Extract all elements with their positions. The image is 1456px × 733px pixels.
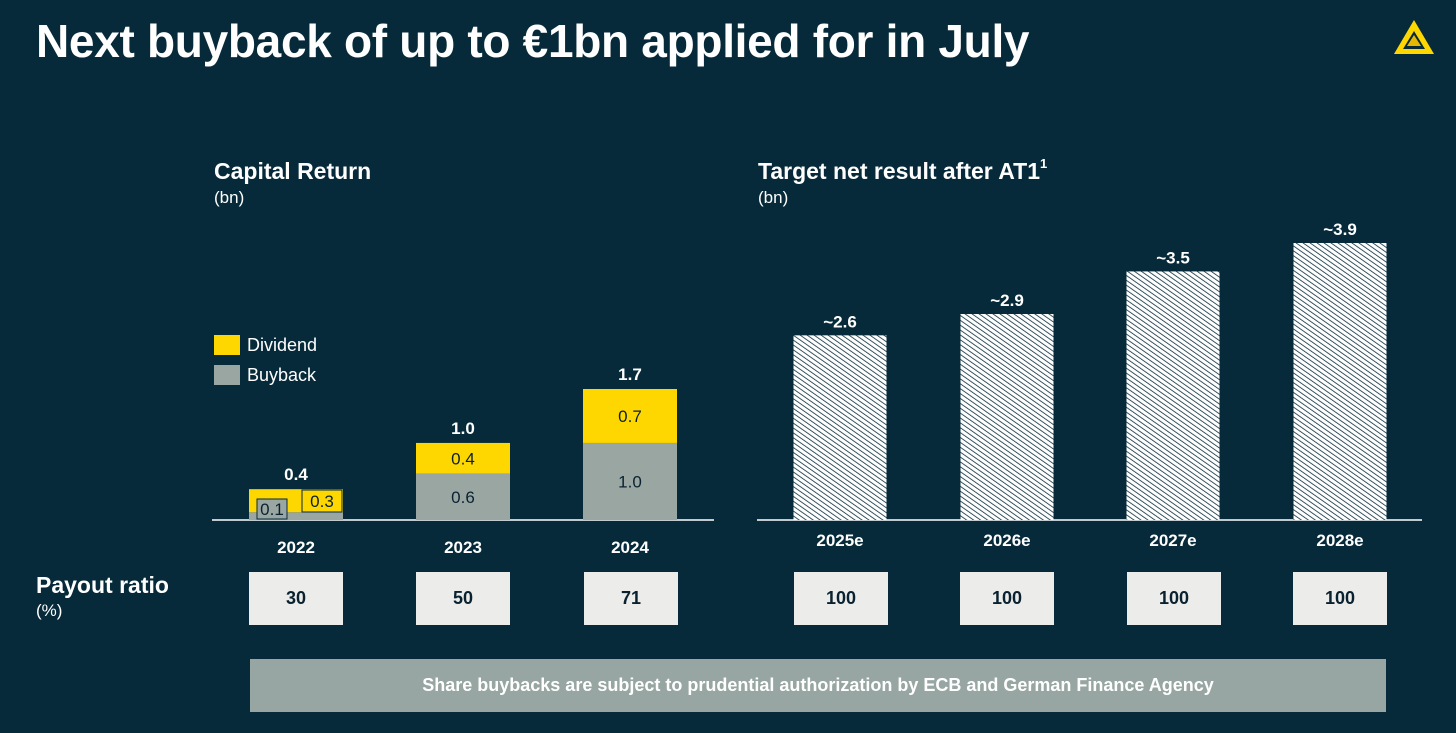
payout-box-2023: 50 xyxy=(416,572,510,625)
total-label-2023: 1.0 xyxy=(451,419,475,438)
payout-box-2022: 30 xyxy=(249,572,343,625)
capital-return-unit: (bn) xyxy=(214,188,245,207)
tick-label-2025e: 2025e xyxy=(816,531,863,550)
payout-box-2026e: 100 xyxy=(960,572,1054,625)
data-label-2027e: ~3.5 xyxy=(1156,248,1190,267)
bar-dividend-2023 xyxy=(416,442,510,474)
payout-box-2024: 71 xyxy=(584,572,678,625)
page-title: Next buyback of up to €1bn applied for i… xyxy=(36,15,1030,67)
data-label-buyback-2022: 0.1 xyxy=(260,500,284,519)
net-result-footnote: 1 xyxy=(1040,156,1048,171)
net-result-unit: (bn) xyxy=(758,188,789,207)
tick-label-2028e: 2028e xyxy=(1316,531,1363,550)
legend-item-dividend: Dividend xyxy=(214,330,317,360)
data-label-2028e: ~3.9 xyxy=(1323,220,1357,239)
capital-return-legend: Dividend Buyback xyxy=(214,330,317,390)
data-label-buyback-2024: 1.0 xyxy=(618,472,642,491)
payout-box-2027e: 100 xyxy=(1127,572,1221,625)
data-label-buyback-2023: 0.6 xyxy=(451,488,475,507)
bar-net-result-2027e xyxy=(1126,271,1220,520)
bar-buyback-2022 xyxy=(249,512,343,520)
payout-box-2028e: 100 xyxy=(1293,572,1387,625)
dividend-swatch xyxy=(214,335,240,355)
data-label-2025e: ~2.6 xyxy=(823,312,857,331)
bar-net-result-2028e xyxy=(1293,243,1387,520)
callout-dividend-2022 xyxy=(301,489,343,513)
data-label-2026e: ~2.9 xyxy=(990,291,1024,310)
tick-label-2026e: 2026e xyxy=(983,531,1030,550)
bar-buyback-2024 xyxy=(583,442,677,520)
payout-ratio-unit: (%) xyxy=(36,601,63,620)
total-label-2024: 1.7 xyxy=(618,365,642,384)
buyback-swatch xyxy=(214,365,240,385)
data-label-dividend-2022: 0.3 xyxy=(310,492,334,511)
bar-buyback-2023 xyxy=(416,473,510,520)
total-label-2022: 0.4 xyxy=(284,465,308,484)
payout-box-2025e: 100 xyxy=(794,572,888,625)
bar-net-result-2026e xyxy=(960,314,1054,520)
bar-dividend-2024 xyxy=(583,389,677,443)
tick-label-2024: 2024 xyxy=(611,538,649,557)
commerzbank-logo-icon xyxy=(1394,20,1434,54)
footer-note: Share buybacks are subject to prudential… xyxy=(250,659,1386,712)
data-label-dividend-2024: 0.7 xyxy=(618,407,642,426)
legend-label-dividend: Dividend xyxy=(247,334,318,355)
bar-net-result-2025e xyxy=(793,335,887,520)
data-label-dividend-2023: 0.4 xyxy=(451,449,475,468)
callout-buyback-2022 xyxy=(256,498,288,520)
tick-label-2023: 2023 xyxy=(444,538,482,557)
tick-label-2022: 2022 xyxy=(277,538,315,557)
tick-label-2027e: 2027e xyxy=(1149,531,1196,550)
net-result-title: Target net result after AT11 xyxy=(758,156,1048,185)
payout-ratio-label: Payout ratio xyxy=(36,572,169,598)
legend-item-buyback: Buyback xyxy=(214,360,317,390)
legend-label-buyback: Buyback xyxy=(247,364,317,385)
net-result-title-text: Target net result after AT1 xyxy=(758,158,1041,184)
capital-return-title: Capital Return xyxy=(214,158,372,184)
